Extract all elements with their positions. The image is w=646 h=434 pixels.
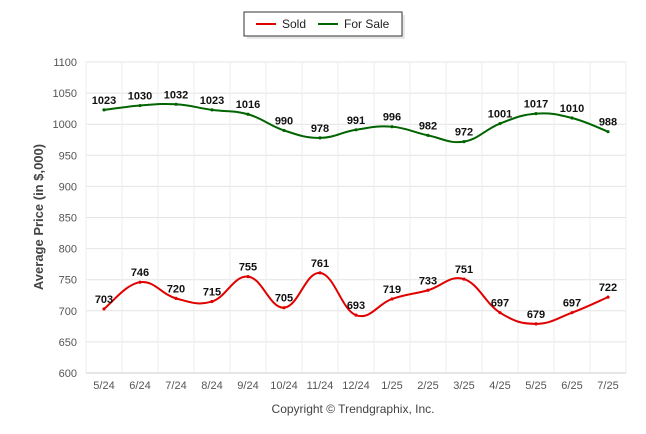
data-label-for-sale: 988 xyxy=(599,117,617,129)
y-axis-ticks: 600 650 700 750 800 850 900 950 1000 1050 1100 xyxy=(53,57,77,380)
y-tick-label: 1050 xyxy=(53,88,77,100)
legend: Sold For Sale xyxy=(243,11,405,39)
data-label-sold: 755 xyxy=(239,262,257,274)
data-labels: 703 746 720 715 755 705 761 693 719 733 751 697 679 6… xyxy=(92,89,617,321)
data-point-sold xyxy=(534,322,538,326)
data-point-for-sale xyxy=(462,140,466,144)
x-tick-label: 5/25 xyxy=(525,380,546,392)
x-axis-ticks: 5/24 6/24 7/24 8/24 9/24 10/24 11/24 12/24 1/25 2… xyxy=(93,380,618,392)
y-axis-label: Average Price (in $,000) xyxy=(31,144,46,290)
data-point-sold xyxy=(174,296,178,300)
x-tick-label: 1/25 xyxy=(381,380,402,392)
data-point-sold xyxy=(282,306,286,310)
y-tick-label: 750 xyxy=(59,275,77,287)
data-point-for-sale xyxy=(246,112,250,116)
data-label-for-sale: 1032 xyxy=(164,89,188,101)
data-point-sold xyxy=(354,313,358,317)
data-point-for-sale xyxy=(282,128,286,133)
data-point-sold xyxy=(426,288,430,292)
y-tick-label: 650 xyxy=(59,337,77,349)
data-point-for-sale xyxy=(534,112,538,116)
data-label-for-sale: 1017 xyxy=(524,99,548,111)
y-tick-label: 950 xyxy=(59,150,77,162)
data-label-sold: 693 xyxy=(347,300,365,312)
copyright-credit: Copyright © Trendgraphix, Inc. xyxy=(272,402,435,416)
data-label-sold: 746 xyxy=(131,267,149,279)
data-label-sold: 720 xyxy=(167,283,185,295)
legend-label-for-sale[interactable]: For Sale xyxy=(344,17,390,31)
x-tick-label: 12/24 xyxy=(342,380,370,392)
legend-label-sold[interactable]: Sold xyxy=(282,17,306,31)
x-tick-label: 3/25 xyxy=(453,380,474,392)
data-label-for-sale: 1023 xyxy=(200,95,224,107)
y-tick-label: 800 xyxy=(59,244,77,256)
data-point-for-sale xyxy=(210,108,214,112)
x-tick-label: 8/24 xyxy=(201,380,222,392)
data-point-for-sale xyxy=(606,130,610,134)
data-point-for-sale xyxy=(498,121,502,126)
x-tick-label: 4/25 xyxy=(489,380,510,392)
data-point-sold xyxy=(390,297,394,301)
x-tick-label: 2/25 xyxy=(417,380,438,392)
y-tick-label: 1100 xyxy=(53,57,77,69)
data-label-sold: 697 xyxy=(491,298,509,310)
x-tick-label: 5/24 xyxy=(93,380,114,392)
data-label-sold: 715 xyxy=(203,286,221,298)
y-tick-label: 1000 xyxy=(53,119,77,131)
y-tick-label: 850 xyxy=(59,213,77,225)
data-label-sold: 733 xyxy=(419,275,437,287)
data-point-for-sale xyxy=(318,136,322,140)
data-point-for-sale xyxy=(426,133,430,137)
data-point-sold xyxy=(210,299,214,304)
data-label-sold: 703 xyxy=(95,294,113,306)
grid xyxy=(85,61,627,374)
data-point-for-sale xyxy=(390,125,394,129)
y-tick-label: 600 xyxy=(59,368,77,380)
data-label-for-sale: 991 xyxy=(347,115,365,127)
data-point-sold xyxy=(570,311,574,315)
data-point-sold xyxy=(498,311,502,315)
data-point-sold xyxy=(318,271,322,275)
data-point-for-sale xyxy=(174,102,178,106)
y-tick-label: 700 xyxy=(59,306,77,318)
data-point-sold xyxy=(102,307,106,311)
data-label-for-sale: 1001 xyxy=(488,109,512,121)
data-label-for-sale: 972 xyxy=(455,127,473,139)
data-point-sold xyxy=(462,277,466,281)
data-label-sold: 761 xyxy=(311,258,329,270)
data-label-sold: 719 xyxy=(383,284,401,296)
x-tick-label: 6/25 xyxy=(561,380,582,392)
x-tick-label: 7/24 xyxy=(165,380,186,392)
x-tick-label: 6/24 xyxy=(129,380,150,392)
data-point-for-sale xyxy=(138,103,142,108)
series-layer xyxy=(102,102,610,326)
data-label-sold: 751 xyxy=(455,264,473,276)
data-label-for-sale: 982 xyxy=(419,120,437,132)
data-label-sold: 705 xyxy=(275,293,293,305)
data-label-for-sale: 1023 xyxy=(92,95,116,107)
data-point-sold xyxy=(606,295,610,299)
data-point-for-sale xyxy=(354,128,358,132)
data-label-sold: 679 xyxy=(527,309,545,321)
data-point-sold xyxy=(138,280,142,284)
data-label-sold: 722 xyxy=(599,282,617,294)
x-tick-label: 10/24 xyxy=(270,380,298,392)
data-point-for-sale xyxy=(102,108,106,112)
data-label-for-sale: 996 xyxy=(383,112,401,124)
data-label-sold: 697 xyxy=(563,298,581,310)
data-label-for-sale: 1030 xyxy=(128,91,152,103)
data-point-for-sale xyxy=(570,116,574,120)
data-label-for-sale: 978 xyxy=(311,123,329,135)
y-tick-label: 900 xyxy=(59,181,77,193)
x-tick-label: 11/24 xyxy=(307,380,334,392)
x-tick-label: 7/25 xyxy=(597,380,618,392)
data-label-for-sale: 990 xyxy=(275,115,293,127)
x-tick-label: 9/24 xyxy=(237,380,258,392)
data-label-for-sale: 1016 xyxy=(236,99,260,111)
data-label-for-sale: 1010 xyxy=(560,103,584,115)
data-point-sold xyxy=(246,274,250,279)
